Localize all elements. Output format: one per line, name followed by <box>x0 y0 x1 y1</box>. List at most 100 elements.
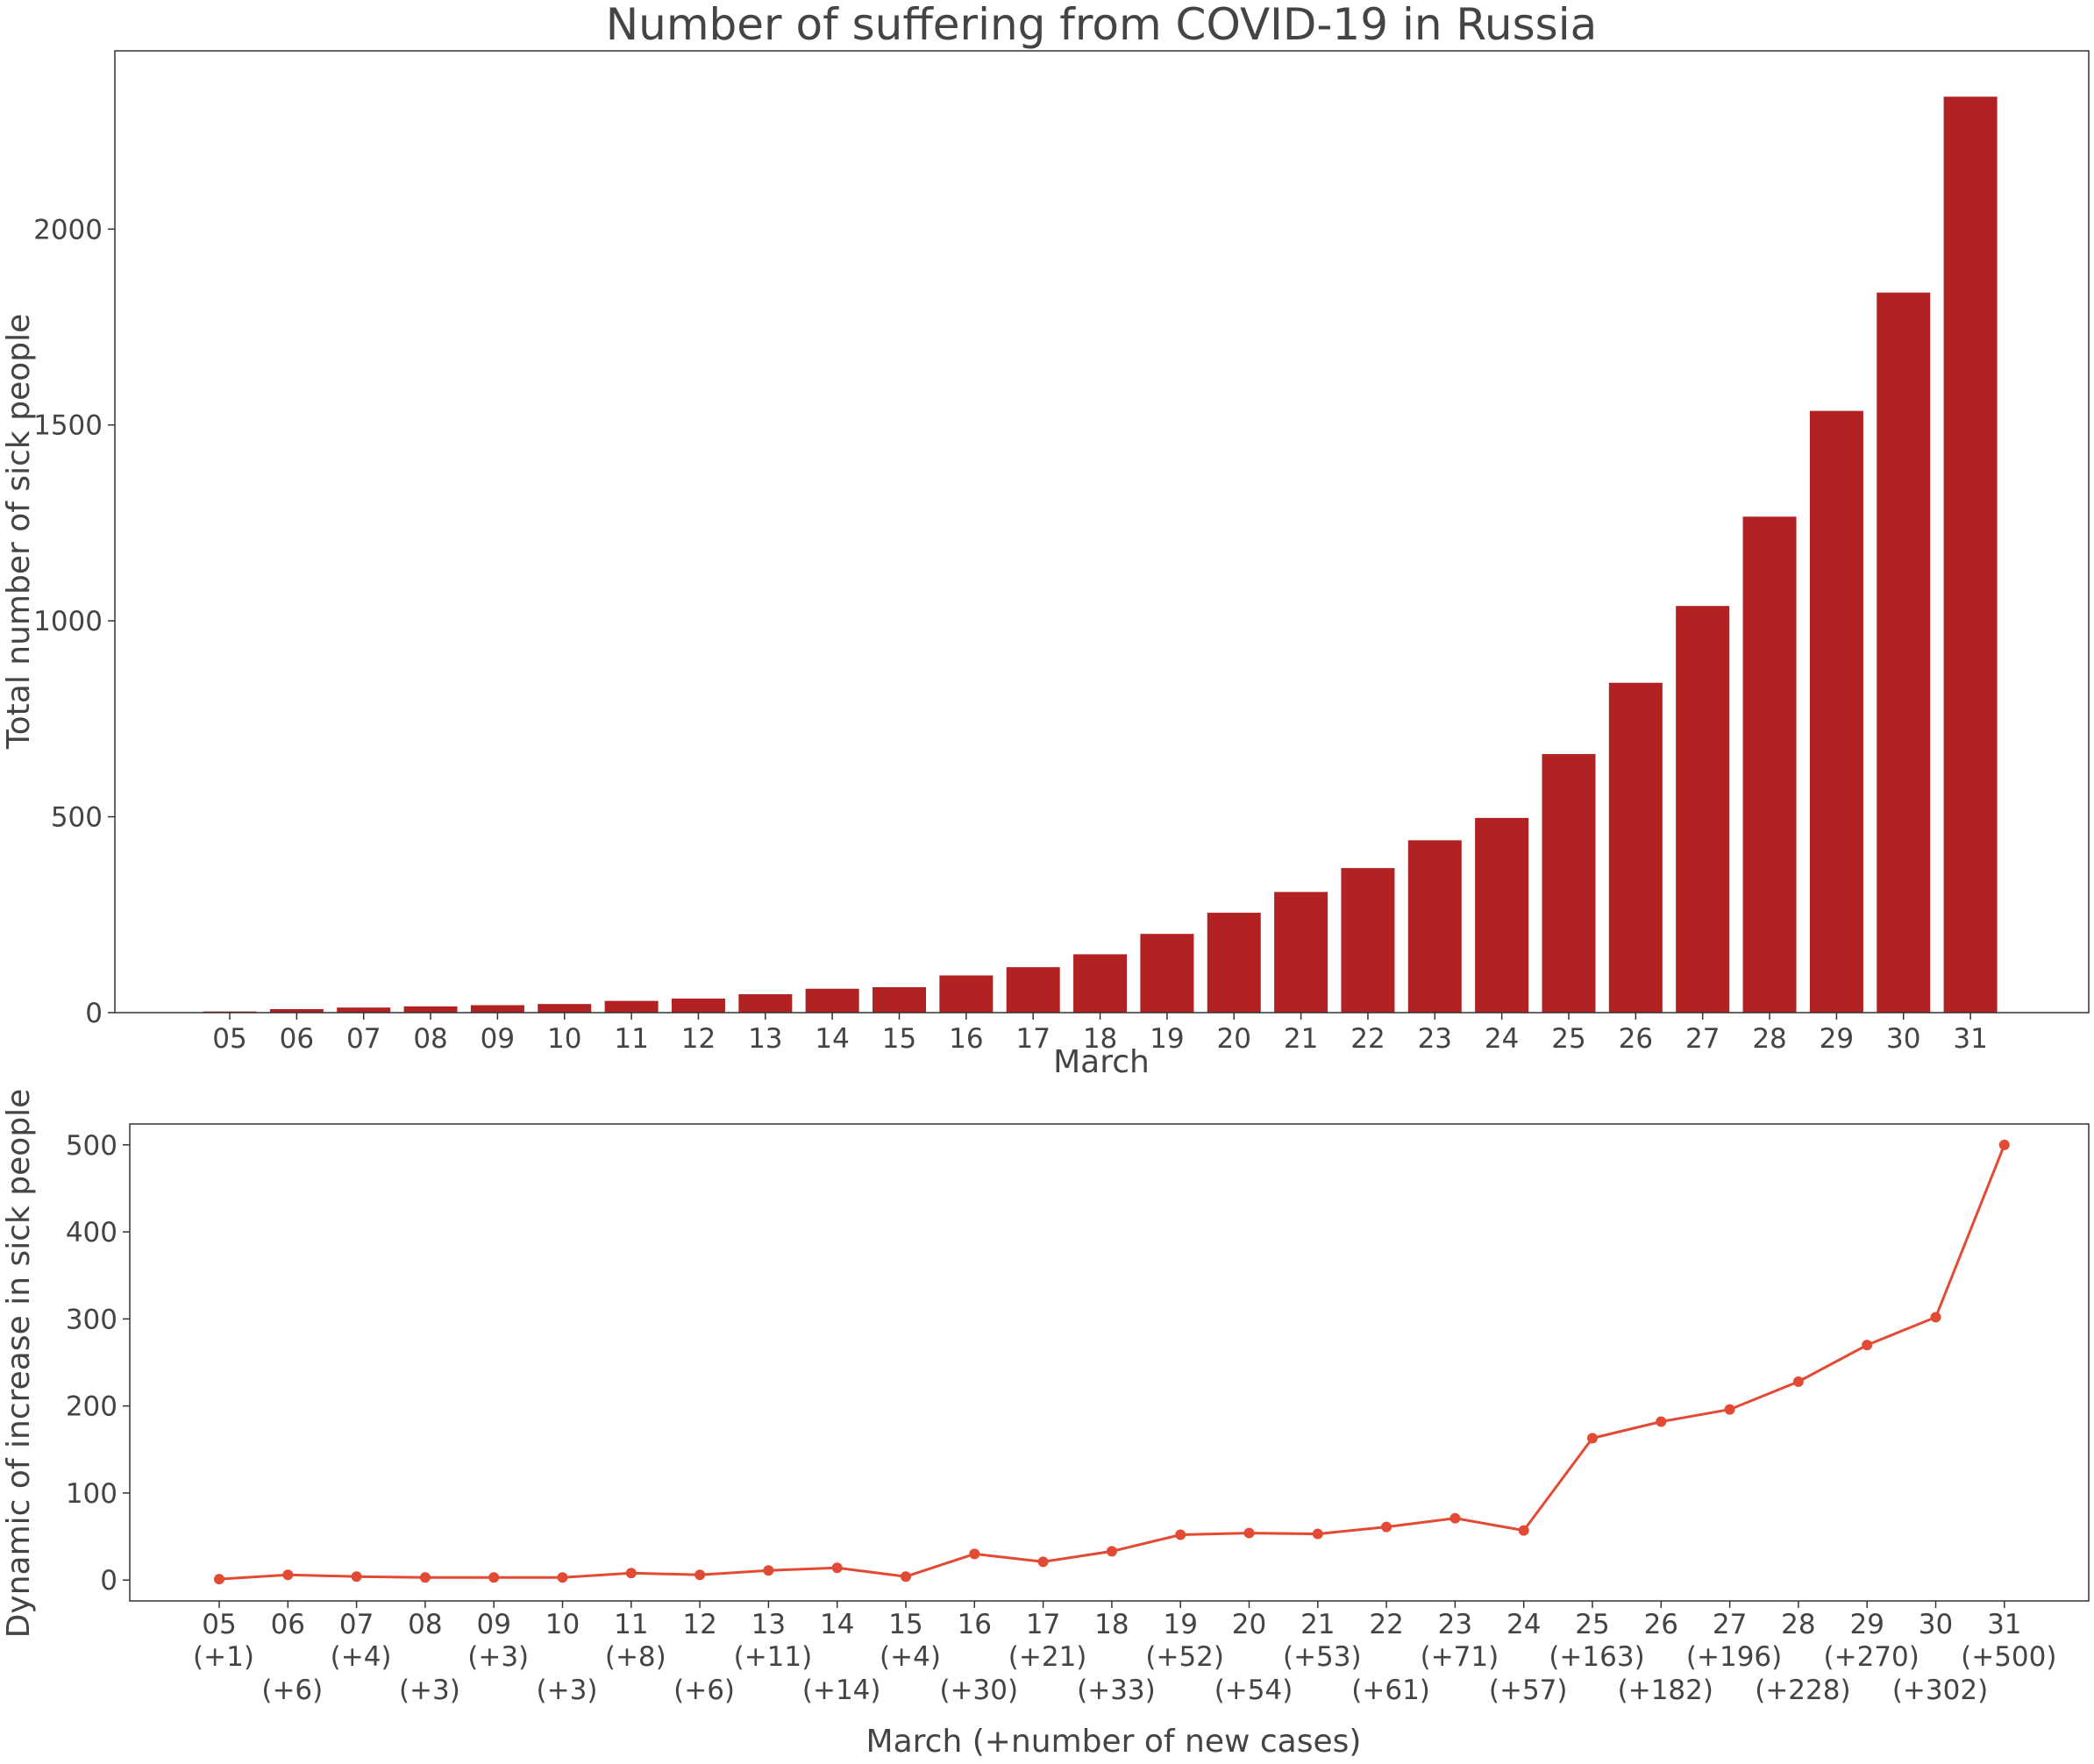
line-x-increment-label: (+3) <box>537 1675 598 1706</box>
line-x-tick-label: 20 <box>1232 1609 1266 1640</box>
data-point <box>1312 1528 1323 1540</box>
bar <box>1943 96 1998 1014</box>
data-point <box>1518 1525 1529 1536</box>
line-x-increment-label: (+57) <box>1489 1675 1568 1706</box>
bar-x-tick-label: 10 <box>547 1023 581 1055</box>
line-x-tick-label: 19 <box>1163 1609 1197 1640</box>
line-x-increment-label: (+6) <box>261 1675 323 1706</box>
bar-y-tick-label: 0 <box>85 998 103 1029</box>
line-x-increment-label: (+61) <box>1351 1675 1430 1706</box>
bar-x-tick-label: 18 <box>1083 1023 1117 1055</box>
line-x-increment-label: (+1) <box>193 1641 254 1673</box>
data-point <box>1862 1340 1873 1351</box>
bar-x-tick-label: 23 <box>1418 1023 1452 1055</box>
line-x-increment-label: (+228) <box>1755 1675 1850 1706</box>
data-point <box>1930 1312 1941 1323</box>
data-point <box>694 1569 706 1581</box>
bar <box>604 1000 659 1013</box>
bar-x-tick-label: 12 <box>681 1023 716 1055</box>
line-x-tick-label: 26 <box>1644 1609 1678 1640</box>
line-y-tick-label: 200 <box>66 1391 118 1423</box>
line-x-increment-label: (+3) <box>467 1641 529 1673</box>
data-point <box>557 1572 568 1583</box>
bar-x-tick-label: 09 <box>481 1023 515 1055</box>
line-x-increment-label: (+4) <box>880 1641 941 1673</box>
line-x-tick-label: 16 <box>958 1609 992 1640</box>
data-point <box>1656 1416 1667 1427</box>
data-point <box>1587 1433 1598 1444</box>
line-x-increment-label: (+52) <box>1145 1641 1224 1673</box>
line-x-tick-label: 31 <box>1987 1609 2021 1640</box>
bar <box>403 1006 458 1013</box>
line-x-increment-label: (+6) <box>673 1675 735 1706</box>
line-x-increment-label: (+3) <box>399 1675 460 1706</box>
bar-x-tick-label: 13 <box>748 1023 782 1055</box>
data-point <box>214 1574 224 1585</box>
bar <box>1742 516 1797 1013</box>
data-point <box>1175 1529 1186 1540</box>
bar <box>1341 868 1395 1013</box>
data-point <box>1792 1376 1804 1387</box>
bar-x-tick-label: 20 <box>1217 1023 1251 1055</box>
line-x-tick-label: 08 <box>408 1609 442 1640</box>
data-point <box>282 1569 294 1581</box>
bar-x-tick-label: 15 <box>882 1023 916 1055</box>
line-x-tick-label: 21 <box>1300 1609 1335 1640</box>
line-x-tick-label: 09 <box>476 1609 510 1640</box>
bar-x-tick-label: 31 <box>1953 1023 1987 1055</box>
bar <box>269 1008 324 1013</box>
line-y-tick-label: 300 <box>66 1304 118 1335</box>
line-x-increment-label: (+30) <box>939 1675 1018 1706</box>
bar <box>337 1007 391 1013</box>
line-x-tick-label: 18 <box>1094 1609 1129 1640</box>
data-point <box>419 1572 431 1583</box>
data-point <box>901 1571 911 1583</box>
data-point <box>1449 1512 1461 1524</box>
bar-x-tick-label: 17 <box>1015 1023 1050 1055</box>
series-line <box>218 1144 2006 1581</box>
bar-x-tick-label: 27 <box>1685 1023 1720 1055</box>
bar-x-tick-label: 21 <box>1284 1023 1318 1055</box>
data-point <box>763 1565 774 1576</box>
line-x-increment-label: (+8) <box>605 1641 666 1673</box>
line-x-tick-label: 12 <box>682 1609 716 1640</box>
line-layer <box>214 1139 2010 1585</box>
line-x-increment-label: (+21) <box>1008 1641 1087 1673</box>
line-y-axis-label: Dynamic of increase in sick people <box>1 1089 37 1639</box>
bar-x-tick-label: 26 <box>1619 1023 1653 1055</box>
line-x-increment-label: (+53) <box>1283 1641 1362 1673</box>
line-x-tick-label: 13 <box>751 1609 786 1640</box>
line-x-tick-label: 10 <box>545 1609 580 1640</box>
line-x-tick-label: 17 <box>1026 1609 1060 1640</box>
line-y-ticks: 0 100 200 300 400 500 <box>66 1130 130 1597</box>
line-x-increment-label: (+14) <box>802 1675 881 1706</box>
data-point <box>1106 1546 1117 1557</box>
line-x-increment-label: (+54) <box>1214 1675 1293 1706</box>
bar <box>1073 954 1128 1013</box>
line-y-tick-label: 400 <box>66 1217 118 1248</box>
bar-x-tick-label: 24 <box>1485 1023 1519 1055</box>
line-x-increment-label: (+270) <box>1824 1641 1920 1673</box>
bar <box>805 988 859 1013</box>
line-x-increment-label: (+302) <box>1892 1675 1988 1706</box>
bar <box>1475 817 1529 1013</box>
data-point <box>351 1571 362 1583</box>
bar-chart: Number of suffering from COVID-19 in Rus… <box>1 0 2090 1080</box>
data-point <box>1724 1404 1735 1415</box>
line-x-increment-label: (+71) <box>1421 1641 1499 1673</box>
line-x-tick-label: 11 <box>614 1609 648 1640</box>
bar <box>671 998 725 1013</box>
line-x-tick-label: 29 <box>1849 1609 1884 1640</box>
data-point <box>1037 1556 1049 1568</box>
bar-x-tick-label: 28 <box>1752 1023 1786 1055</box>
data-point <box>625 1568 637 1579</box>
line-y-tick-label: 500 <box>66 1130 118 1162</box>
bar <box>1274 892 1328 1013</box>
line-x-tick-label: 06 <box>271 1609 305 1640</box>
bar <box>1608 682 1663 1013</box>
line-plot-frame <box>129 1123 2090 1602</box>
line-x-increment-label: (+163) <box>1549 1641 1644 1673</box>
bar <box>1877 292 1931 1013</box>
data-point <box>1243 1527 1255 1539</box>
